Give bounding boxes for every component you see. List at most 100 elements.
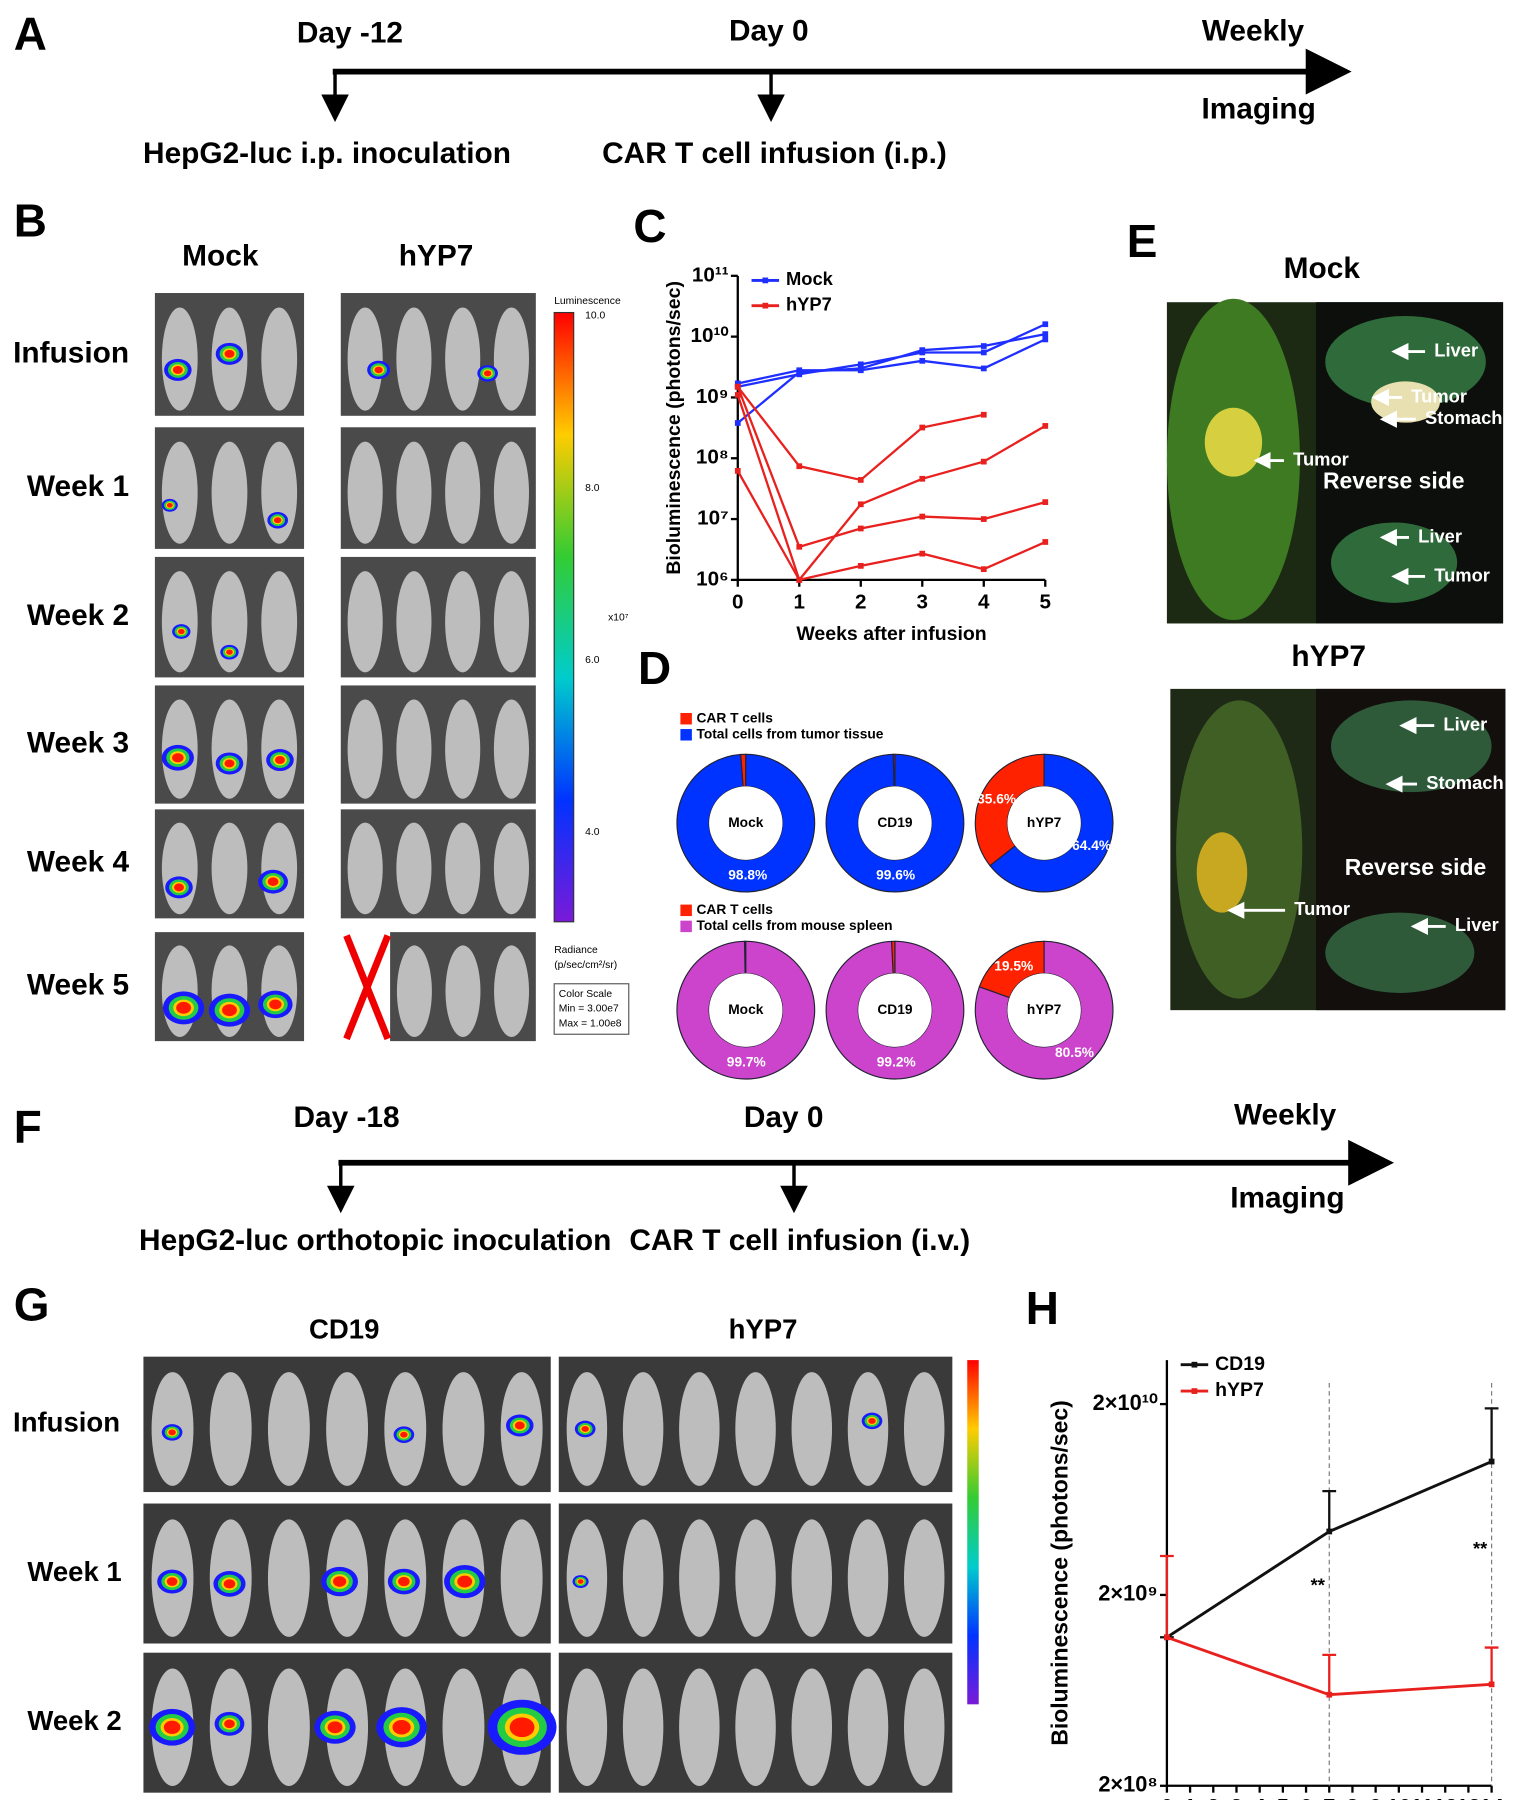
signal — [172, 753, 184, 763]
signal — [483, 370, 492, 377]
signal — [581, 1425, 589, 1432]
mouse — [847, 1372, 889, 1486]
series-line — [736, 386, 1046, 549]
marker — [1488, 1681, 1495, 1688]
mouse — [679, 1372, 720, 1486]
scale-tick: 10.0 — [585, 311, 605, 322]
row-label: Week 1 — [27, 1556, 121, 1587]
marker — [857, 365, 864, 372]
mouse — [267, 1372, 310, 1486]
panel-letter: H — [1026, 1282, 1059, 1334]
specimen — [1325, 912, 1475, 993]
signal — [514, 1421, 525, 1430]
column-title: CD19 — [309, 1314, 379, 1345]
donut-hole — [1007, 973, 1081, 1047]
signal — [177, 628, 185, 635]
specimen — [1204, 407, 1263, 477]
excluded-mark — [343, 934, 392, 1041]
x-tick-label: 2 — [1207, 1795, 1219, 1800]
scale-title: Luminescence — [554, 296, 621, 307]
legend-text: CD19 — [1215, 1353, 1265, 1375]
error-bar — [1484, 1407, 1499, 1462]
mouse — [347, 571, 383, 673]
x-tick-label: 0 — [732, 590, 743, 613]
mouse — [493, 307, 530, 411]
donut-center-label: CD19 — [877, 1002, 913, 1017]
annotation: Tumor — [1294, 898, 1350, 919]
marker — [857, 501, 864, 508]
timeline-text: Day 0 — [729, 14, 809, 47]
row-label: Week 2 — [27, 1705, 121, 1736]
mouse — [261, 307, 298, 411]
marker — [980, 349, 987, 356]
signal — [374, 366, 383, 374]
mouse — [493, 571, 530, 673]
marker — [1042, 423, 1049, 429]
donut-hole — [709, 786, 783, 860]
marker — [980, 343, 987, 349]
signal — [577, 1579, 584, 1584]
marker — [857, 361, 864, 368]
x-tick-label: 4 — [1254, 1795, 1266, 1800]
mouse — [445, 945, 481, 1037]
donut-center-label: hYP7 — [1027, 1002, 1062, 1017]
mouse — [396, 822, 432, 915]
marker — [980, 516, 987, 522]
mouse — [791, 1668, 833, 1787]
panel-letter: D — [638, 642, 671, 694]
mouse — [622, 1372, 664, 1486]
signal — [398, 1576, 410, 1587]
panel-letter: B — [14, 194, 47, 246]
signal — [267, 877, 279, 886]
signal — [163, 1720, 181, 1734]
legend-text: Total cells from mouse spleen — [696, 918, 892, 933]
signal — [226, 649, 233, 655]
marker — [734, 392, 741, 398]
mouse — [735, 1372, 776, 1486]
legend-text: Total cells from tumor tissue — [696, 726, 883, 741]
marker — [980, 566, 987, 573]
x-tick-label: 1 — [794, 590, 805, 613]
marker — [980, 365, 987, 372]
column-title: hYP7 — [729, 1314, 798, 1345]
data-label: 99.6% — [876, 868, 915, 883]
mouse — [847, 1519, 889, 1637]
mouse — [622, 1519, 664, 1637]
mouse — [442, 1668, 485, 1787]
y-tick-label: 2×10¹⁰ — [1093, 1390, 1158, 1415]
y-tick-label: 2×10⁸ — [1098, 1772, 1157, 1797]
color-scale — [967, 1360, 979, 1705]
specimen — [1330, 522, 1458, 603]
signal — [392, 1719, 411, 1735]
column-title: hYP7 — [399, 239, 474, 272]
signal — [224, 759, 235, 768]
mouse — [445, 699, 481, 799]
panel-letter: F — [14, 1101, 42, 1153]
legend-text: hYP7 — [1215, 1379, 1264, 1401]
donut-center-label: CD19 — [877, 815, 913, 830]
signal — [223, 1579, 236, 1589]
data-label: 98.8% — [728, 868, 767, 883]
annotation: Tumor — [1293, 448, 1349, 469]
signal — [176, 1001, 192, 1014]
marker — [919, 424, 926, 431]
legend-text: CAR T cells — [696, 710, 773, 725]
marker — [734, 420, 741, 426]
legend-marker — [762, 277, 769, 284]
series-line — [737, 332, 1046, 424]
donut-hole — [1007, 786, 1081, 860]
mouse — [161, 441, 198, 544]
marker — [1488, 1458, 1495, 1465]
mouse — [494, 945, 530, 1037]
mouse — [493, 441, 530, 544]
x-tick-label: 9 — [1370, 1795, 1382, 1800]
mouse — [347, 441, 383, 544]
marker — [857, 477, 864, 483]
error-bar — [1160, 1554, 1174, 1638]
marker — [796, 463, 803, 470]
panel-letter: C — [633, 200, 666, 252]
legend-marker — [762, 302, 769, 309]
annotation: Tumor — [1411, 385, 1467, 406]
marker — [1042, 539, 1049, 545]
y-tick-label: 10⁹ — [696, 385, 729, 408]
